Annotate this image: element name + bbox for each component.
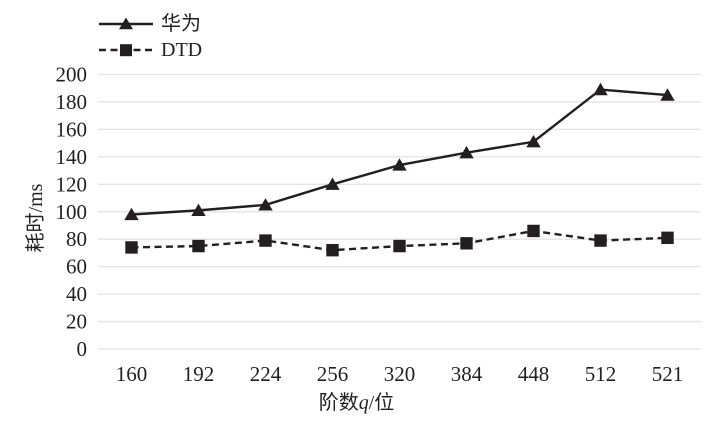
y-tick-label: 80 — [66, 227, 87, 251]
legend-label: 华为 — [161, 13, 201, 35]
square-marker — [125, 241, 138, 254]
x-axis-title-variable: q — [358, 392, 369, 414]
x-tick-label: 384 — [451, 362, 483, 386]
x-tick-label: 512 — [585, 362, 617, 386]
square-marker — [460, 237, 473, 250]
triangle-marker — [191, 203, 206, 216]
x-tick-label: 448 — [518, 362, 550, 386]
square-marker — [259, 234, 272, 247]
x-tick-label: 521 — [652, 362, 684, 386]
triangle-marker — [258, 198, 273, 211]
triangle-marker — [325, 177, 340, 190]
triangle-marker — [660, 88, 675, 101]
square-marker — [393, 239, 406, 253]
y-tick-label: 20 — [66, 310, 87, 334]
triangle-marker — [392, 158, 407, 171]
x-axis-title-suffix: /位 — [368, 392, 395, 414]
legend: 华为 DTD — [99, 11, 202, 63]
square-marker — [661, 231, 674, 245]
triangle-marker — [459, 145, 474, 159]
triangle-marker — [124, 207, 139, 221]
y-tick-label: 60 — [66, 255, 87, 279]
legend-item-dtd: DTD — [99, 37, 202, 63]
legend-square-line-icon — [99, 44, 153, 57]
x-tick-label: 224 — [250, 362, 282, 386]
y-axis-title: 耗时/ms — [25, 183, 47, 253]
x-tick-label: 320 — [384, 362, 416, 386]
square-marker — [326, 243, 339, 257]
y-tick-label: 100 — [56, 200, 88, 224]
triangle-marker — [593, 82, 608, 96]
square-marker — [192, 239, 205, 253]
legend-item-huawei: 华为 — [99, 11, 202, 37]
x-axis-title-prefix: 阶数 — [318, 392, 359, 414]
square-marker — [527, 224, 540, 238]
legend-label: DTD — [161, 39, 203, 61]
y-tick-label: 180 — [56, 90, 88, 114]
y-tick-label: 40 — [66, 282, 87, 306]
x-tick-label: 160 — [116, 362, 148, 386]
y-tick-label: 120 — [56, 172, 88, 196]
x-tick-label: 192 — [183, 362, 215, 386]
series-line-huawei — [131, 88, 668, 216]
square-marker — [594, 234, 607, 247]
y-tick-label: 0 — [77, 337, 88, 361]
y-tick-label: 140 — [56, 145, 88, 169]
x-axis-title: 阶数q/位 — [0, 393, 713, 413]
triangle-marker — [526, 134, 541, 148]
y-tick-label: 160 — [56, 117, 88, 141]
legend-triangle-line-icon — [99, 17, 153, 30]
y-tick-label: 200 — [56, 63, 88, 87]
x-tick-label: 256 — [317, 362, 349, 386]
